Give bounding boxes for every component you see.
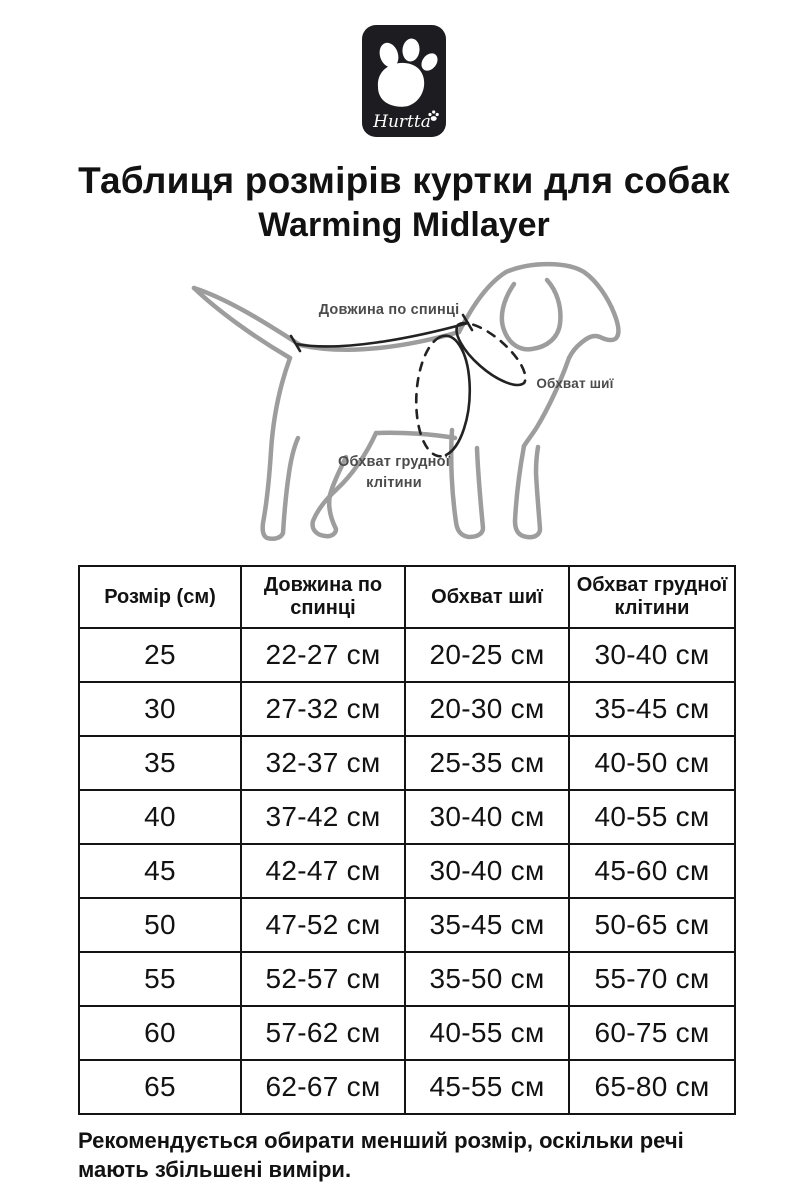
table-cell: 27-32 см [240,681,406,737]
table-cell: 25-35 см [404,735,570,791]
header-neck-girth: Обхват шиї [404,565,570,629]
table-row: 45 42-47 см 30-40 см 45-60 см [78,843,736,899]
neck-girth-label: Обхват шиї [536,376,614,391]
logo-brand-text: Hurtta [372,112,431,132]
table-cell: 40 [78,789,242,845]
dog-outline-drawing [191,261,621,542]
table-cell: 42-47 см [240,843,406,899]
chest-girth-ellipse [414,334,472,458]
table-row: 35 32-37 см 25-35 см 40-50 см [78,735,736,791]
table-cell: 60-75 см [568,1005,736,1061]
table-cell: 62-67 см [240,1059,406,1115]
table-cell: 35-50 см [404,951,570,1007]
table-cell: 60 [78,1005,242,1061]
table-cell: 35 [78,735,242,791]
table-cell: 50-65 см [568,897,736,953]
table-row: 25 22-27 см 20-25 см 30-40 см [78,627,736,683]
header-chest-girth: Обхват грудної клітини [568,565,736,629]
table-cell: 65-80 см [568,1059,736,1115]
table-cell: 50 [78,897,242,953]
mini-paw-icon [428,110,439,121]
table-cell: 40-55 см [404,1005,570,1061]
neck-girth-ellipse [455,321,527,387]
table-cell: 65 [78,1059,242,1115]
table-row: 30 27-32 см 20-30 см 35-45 см [78,681,736,737]
page-title-line1: Таблиця розмірів куртки для собак [78,160,730,201]
table-cell: 30 [78,681,242,737]
table-cell: 30-40 см [404,789,570,845]
table-cell: 45 [78,843,242,899]
table-cell: 22-27 см [240,627,406,683]
table-cell: 40-50 см [568,735,736,791]
table-cell: 55 [78,951,242,1007]
page-title: Таблиця розмірів куртки для собак Warmin… [0,158,808,246]
table-row: 50 47-52 см 35-45 см 50-65 см [78,897,736,953]
table-cell: 57-62 см [240,1005,406,1061]
size-table: Розмір (см) Довжина по спинці Обхват шиї… [78,565,736,1115]
table-row: 40 37-42 см 30-40 см 40-55 см [78,789,736,845]
table-row: 65 62-67 см 45-55 см 65-80 см [78,1059,736,1115]
back-length-label: Довжина по спинці [318,302,460,318]
table-cell: 45-60 см [568,843,736,899]
table-cell: 37-42 см [240,789,406,845]
back-length-arrow [289,313,474,353]
table-row: 55 52-57 см 35-50 см 55-70 см [78,951,736,1007]
page-title-line2: Warming Midlayer [258,206,550,244]
table-header-row: Розмір (см) Довжина по спинці Обхват шиї… [78,565,736,629]
recommendation-note: Рекомендується обирати менший розмір, ос… [78,1128,684,1182]
table-cell: 40-55 см [568,789,736,845]
table-cell: 30-40 см [568,627,736,683]
table-cell: 52-57 см [240,951,406,1007]
table-cell: 25 [78,627,242,683]
table-cell: 20-30 см [404,681,570,737]
table-cell: 35-45 см [404,897,570,953]
table-cell: 47-52 см [240,897,406,953]
header-size: Розмір (см) [78,565,242,629]
table-cell: 30-40 см [404,843,570,899]
chest-girth-label: Обхват грудної клітини [338,454,450,491]
paw-logo-icon: Hurtta [362,25,446,137]
dog-measurement-diagram: Довжина по спинці Обхват шиї Обхват груд… [170,255,640,555]
table-cell: 20-25 см [404,627,570,683]
hurtta-logo: Hurtta [362,25,446,137]
table-cell: 32-37 см [240,735,406,791]
table-cell: 55-70 см [568,951,736,1007]
table-row: 60 57-62 см 40-55 см 60-75 см [78,1005,736,1061]
table-cell: 45-55 см [404,1059,570,1115]
table-cell: 35-45 см [568,681,736,737]
header-back-length: Довжина по спинці [240,565,406,629]
